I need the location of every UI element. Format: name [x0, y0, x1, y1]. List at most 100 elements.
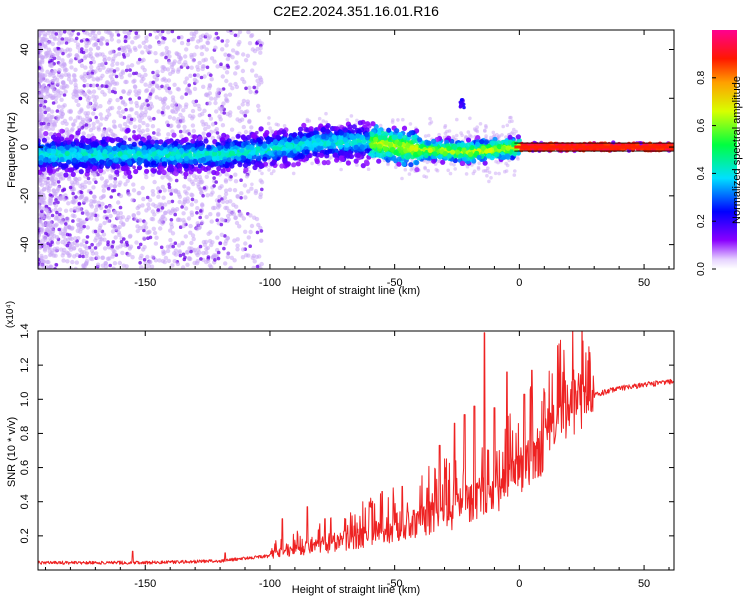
noise-speckle	[220, 74, 225, 79]
noise-speckle	[207, 101, 212, 106]
noise-speckle	[130, 40, 135, 45]
noise-speckle	[122, 135, 128, 140]
noise-speckle	[248, 229, 253, 235]
noise-speckle	[117, 105, 122, 111]
noise-speckle	[70, 126, 75, 132]
noise-speckle	[186, 216, 192, 221]
noise-speckle	[143, 225, 149, 230]
noise-speckle	[94, 105, 99, 110]
noise-speckle	[103, 180, 108, 185]
noise-speckle	[185, 262, 190, 267]
noise-speckle	[426, 168, 431, 173]
noise-speckle	[113, 53, 118, 58]
noise-speckle	[141, 247, 146, 252]
noise-speckle	[160, 30, 165, 34]
noise-speckle	[75, 45, 81, 50]
noise-speckle	[134, 103, 140, 109]
noise-speckle	[119, 127, 125, 132]
noise-speckle	[183, 255, 187, 260]
noise-speckle	[108, 204, 113, 209]
noise-speckle	[94, 95, 99, 100]
noise-speckle	[434, 167, 439, 172]
noise-speckle	[235, 247, 240, 252]
noise-speckle	[115, 226, 121, 231]
noise-speckle	[148, 50, 153, 55]
noise-speckle	[136, 191, 141, 196]
noise-speckle	[170, 231, 176, 236]
noise-speckle	[48, 201, 54, 206]
noise-speckle	[60, 239, 65, 245]
noise-speckle	[78, 207, 83, 212]
noise-speckle	[209, 265, 214, 269]
noise-speckle	[152, 230, 158, 236]
noise-speckle	[249, 223, 255, 229]
noise-speckle	[179, 95, 185, 100]
noise-speckle	[69, 180, 75, 185]
noise-speckle	[173, 212, 177, 217]
noise-speckle	[201, 58, 206, 63]
noise-speckle	[423, 166, 428, 171]
noise-speckle	[93, 69, 98, 74]
noise-speckle	[234, 204, 239, 209]
noise-speckle	[43, 45, 48, 50]
noise-speckle	[422, 174, 426, 178]
noise-speckle	[170, 263, 175, 268]
noise-speckle	[202, 74, 207, 79]
noise-speckle	[56, 216, 61, 221]
noise-speckle	[489, 135, 493, 140]
noise-speckle	[139, 104, 144, 110]
noise-speckle	[209, 73, 213, 77]
noise-speckle	[171, 244, 175, 249]
noise-speckle	[193, 177, 198, 183]
noise-speckle	[74, 53, 80, 58]
noise-speckle	[209, 219, 214, 224]
noise-speckle	[74, 252, 80, 258]
noise-speckle	[127, 73, 132, 78]
noise-speckle	[186, 38, 191, 43]
noise-speckle	[207, 113, 212, 118]
noise-speckle	[170, 62, 175, 67]
noise-speckle	[153, 241, 159, 246]
noise-speckle	[84, 251, 90, 256]
noise-speckle	[131, 188, 137, 193]
noise-speckle	[183, 80, 188, 85]
noise-speckle	[172, 82, 177, 88]
noise-speckle	[56, 73, 62, 78]
noise-speckle	[208, 212, 213, 217]
noise-speckle	[226, 30, 231, 33]
noise-speckle	[66, 201, 71, 206]
noise-speckle	[160, 184, 165, 190]
noise-speckle	[172, 38, 177, 43]
noise-speckle	[91, 199, 97, 204]
noise-speckle	[213, 96, 218, 102]
noise-speckle	[210, 122, 216, 127]
noise-speckle	[154, 72, 160, 77]
noise-speckle	[109, 195, 113, 199]
noise-speckle	[108, 50, 113, 55]
noise-speckle	[78, 247, 83, 253]
noise-speckle	[245, 53, 251, 58]
noise-speckle	[121, 89, 126, 94]
noise-speckle	[101, 184, 106, 189]
noise-speckle	[165, 244, 171, 249]
noise-speckle	[140, 203, 145, 208]
noise-speckle	[48, 34, 54, 39]
noise-speckle	[188, 223, 193, 229]
noise-speckle	[241, 216, 246, 221]
noise-speckle	[143, 261, 148, 266]
noise-speckle	[80, 76, 85, 81]
noise-speckle	[138, 261, 142, 265]
noise-speckle	[98, 112, 103, 117]
noise-speckle	[93, 229, 98, 234]
noise-speckle	[165, 248, 171, 254]
noise-speckle	[137, 89, 142, 94]
noise-speckle	[85, 225, 91, 230]
noise-speckle	[47, 229, 52, 234]
noise-speckle	[71, 219, 75, 223]
noise-speckle	[198, 215, 202, 220]
noise-speckle	[234, 60, 239, 65]
noise-speckle	[282, 124, 287, 128]
noise-speckle	[349, 114, 354, 118]
noise-speckle	[126, 44, 131, 49]
noise-speckle	[160, 84, 164, 89]
